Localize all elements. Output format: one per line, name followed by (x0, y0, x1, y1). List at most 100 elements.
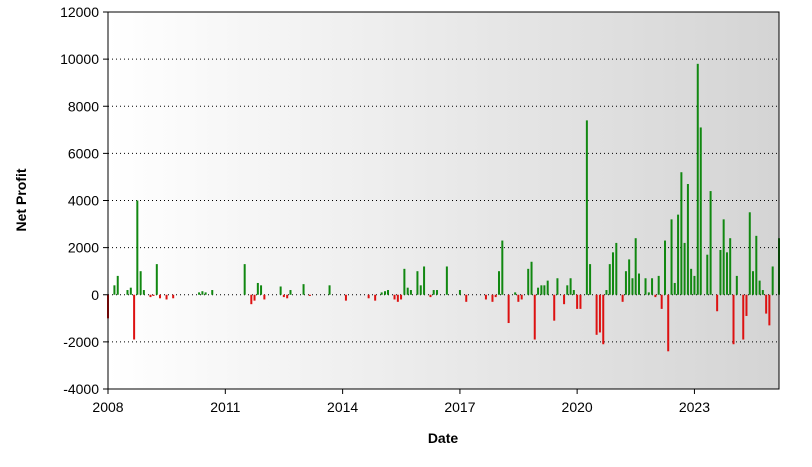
plot-area-background (108, 12, 779, 389)
profit-bar (768, 294, 771, 326)
profit-bar (256, 282, 259, 295)
profit-bar (211, 290, 214, 295)
profit-bar (344, 294, 347, 301)
profit-bar (572, 290, 575, 295)
profit-bar (263, 294, 266, 300)
profit-bar (136, 200, 139, 295)
profit-bar (507, 294, 510, 324)
profit-bar (445, 266, 448, 295)
profit-bar (644, 278, 647, 295)
x-axis-ticks: 2008 2011 2014 2017 2020 2023 (92, 389, 710, 415)
profit-bar (693, 275, 696, 295)
bars (107, 63, 780, 352)
profit-bar (569, 278, 572, 295)
profit-bar (729, 238, 732, 295)
profit-bar (579, 294, 582, 309)
profit-bar (514, 292, 517, 295)
profit-bar (667, 294, 670, 352)
profit-bar (484, 294, 487, 300)
profit-bar (673, 282, 676, 295)
profit-bar (563, 294, 566, 305)
profit-bar (419, 285, 422, 295)
profit-bar (680, 172, 683, 295)
profit-bar (608, 264, 611, 295)
profit-bar (243, 264, 246, 295)
profit-bar (403, 268, 406, 295)
profit-bar (406, 287, 409, 295)
profit-bar (624, 271, 627, 295)
y-tick-label: -4000 (63, 381, 99, 397)
profit-bar (540, 285, 543, 295)
profit-bar (683, 242, 686, 295)
profit-bar (602, 294, 605, 345)
profit-bar (409, 290, 412, 295)
profit-bar (302, 284, 305, 295)
profit-bar (709, 191, 712, 295)
profit-bar (396, 294, 399, 302)
profit-bar (556, 278, 559, 295)
profit-bar (716, 294, 719, 312)
profit-bar (149, 294, 152, 298)
x-tick-label: 2014 (327, 399, 358, 415)
x-tick-label: 2011 (210, 399, 240, 415)
x-tick-label: 2023 (679, 399, 710, 415)
profit-bar (374, 294, 377, 301)
profit-bar (621, 294, 624, 302)
profit-bar (771, 266, 774, 295)
profit-bar (387, 290, 390, 295)
profit-bar (530, 261, 533, 295)
x-tick-label: 2020 (562, 399, 593, 415)
profit-bar (416, 271, 419, 295)
profit-bar (165, 294, 168, 300)
profit-bar (546, 280, 549, 295)
profit-bar (436, 290, 439, 295)
profit-bar (654, 294, 657, 298)
profit-bar (155, 264, 158, 295)
profit-bar (172, 294, 175, 299)
profit-bar (677, 214, 680, 295)
profit-bar (566, 285, 569, 295)
profit-bar (553, 294, 556, 321)
profit-bar (589, 264, 592, 295)
profit-bar (204, 292, 207, 295)
y-tick-label: -2000 (63, 334, 99, 350)
profit-bar (429, 294, 432, 298)
profit-bar (367, 294, 370, 299)
profit-bar (595, 294, 598, 335)
profit-bar (142, 290, 145, 295)
profit-bar (279, 286, 282, 295)
profit-bar (260, 285, 263, 295)
x-axis-title: Date (428, 430, 459, 446)
profit-bar (432, 290, 435, 295)
profit-bar (631, 278, 634, 295)
y-tick-label: 4000 (68, 193, 99, 209)
profit-bar (289, 290, 292, 295)
profit-bar (139, 271, 142, 295)
profit-bar (282, 294, 285, 298)
profit-bar (126, 290, 129, 295)
profit-bar (198, 292, 201, 295)
profit-bar (113, 285, 116, 295)
y-axis-title: Net Profit (13, 168, 29, 231)
profit-bar (537, 287, 540, 295)
profit-bar (628, 259, 631, 295)
profit-bar (286, 294, 289, 299)
profit-bar (742, 294, 745, 340)
profit-bar (520, 294, 523, 300)
profit-bar (465, 294, 468, 302)
profit-bar (133, 294, 136, 340)
profit-bar (116, 275, 119, 295)
profit-bar (250, 294, 253, 305)
profit-bar (751, 271, 754, 295)
x-tick-label: 2017 (444, 399, 475, 415)
profit-bar (384, 291, 387, 295)
profit-bar (748, 212, 751, 295)
profit-bar (159, 294, 162, 299)
profit-bar (637, 273, 640, 295)
profit-bar (696, 63, 699, 295)
y-tick-label: 8000 (68, 98, 99, 114)
profit-bar (664, 240, 667, 295)
profit-bar (634, 238, 637, 295)
